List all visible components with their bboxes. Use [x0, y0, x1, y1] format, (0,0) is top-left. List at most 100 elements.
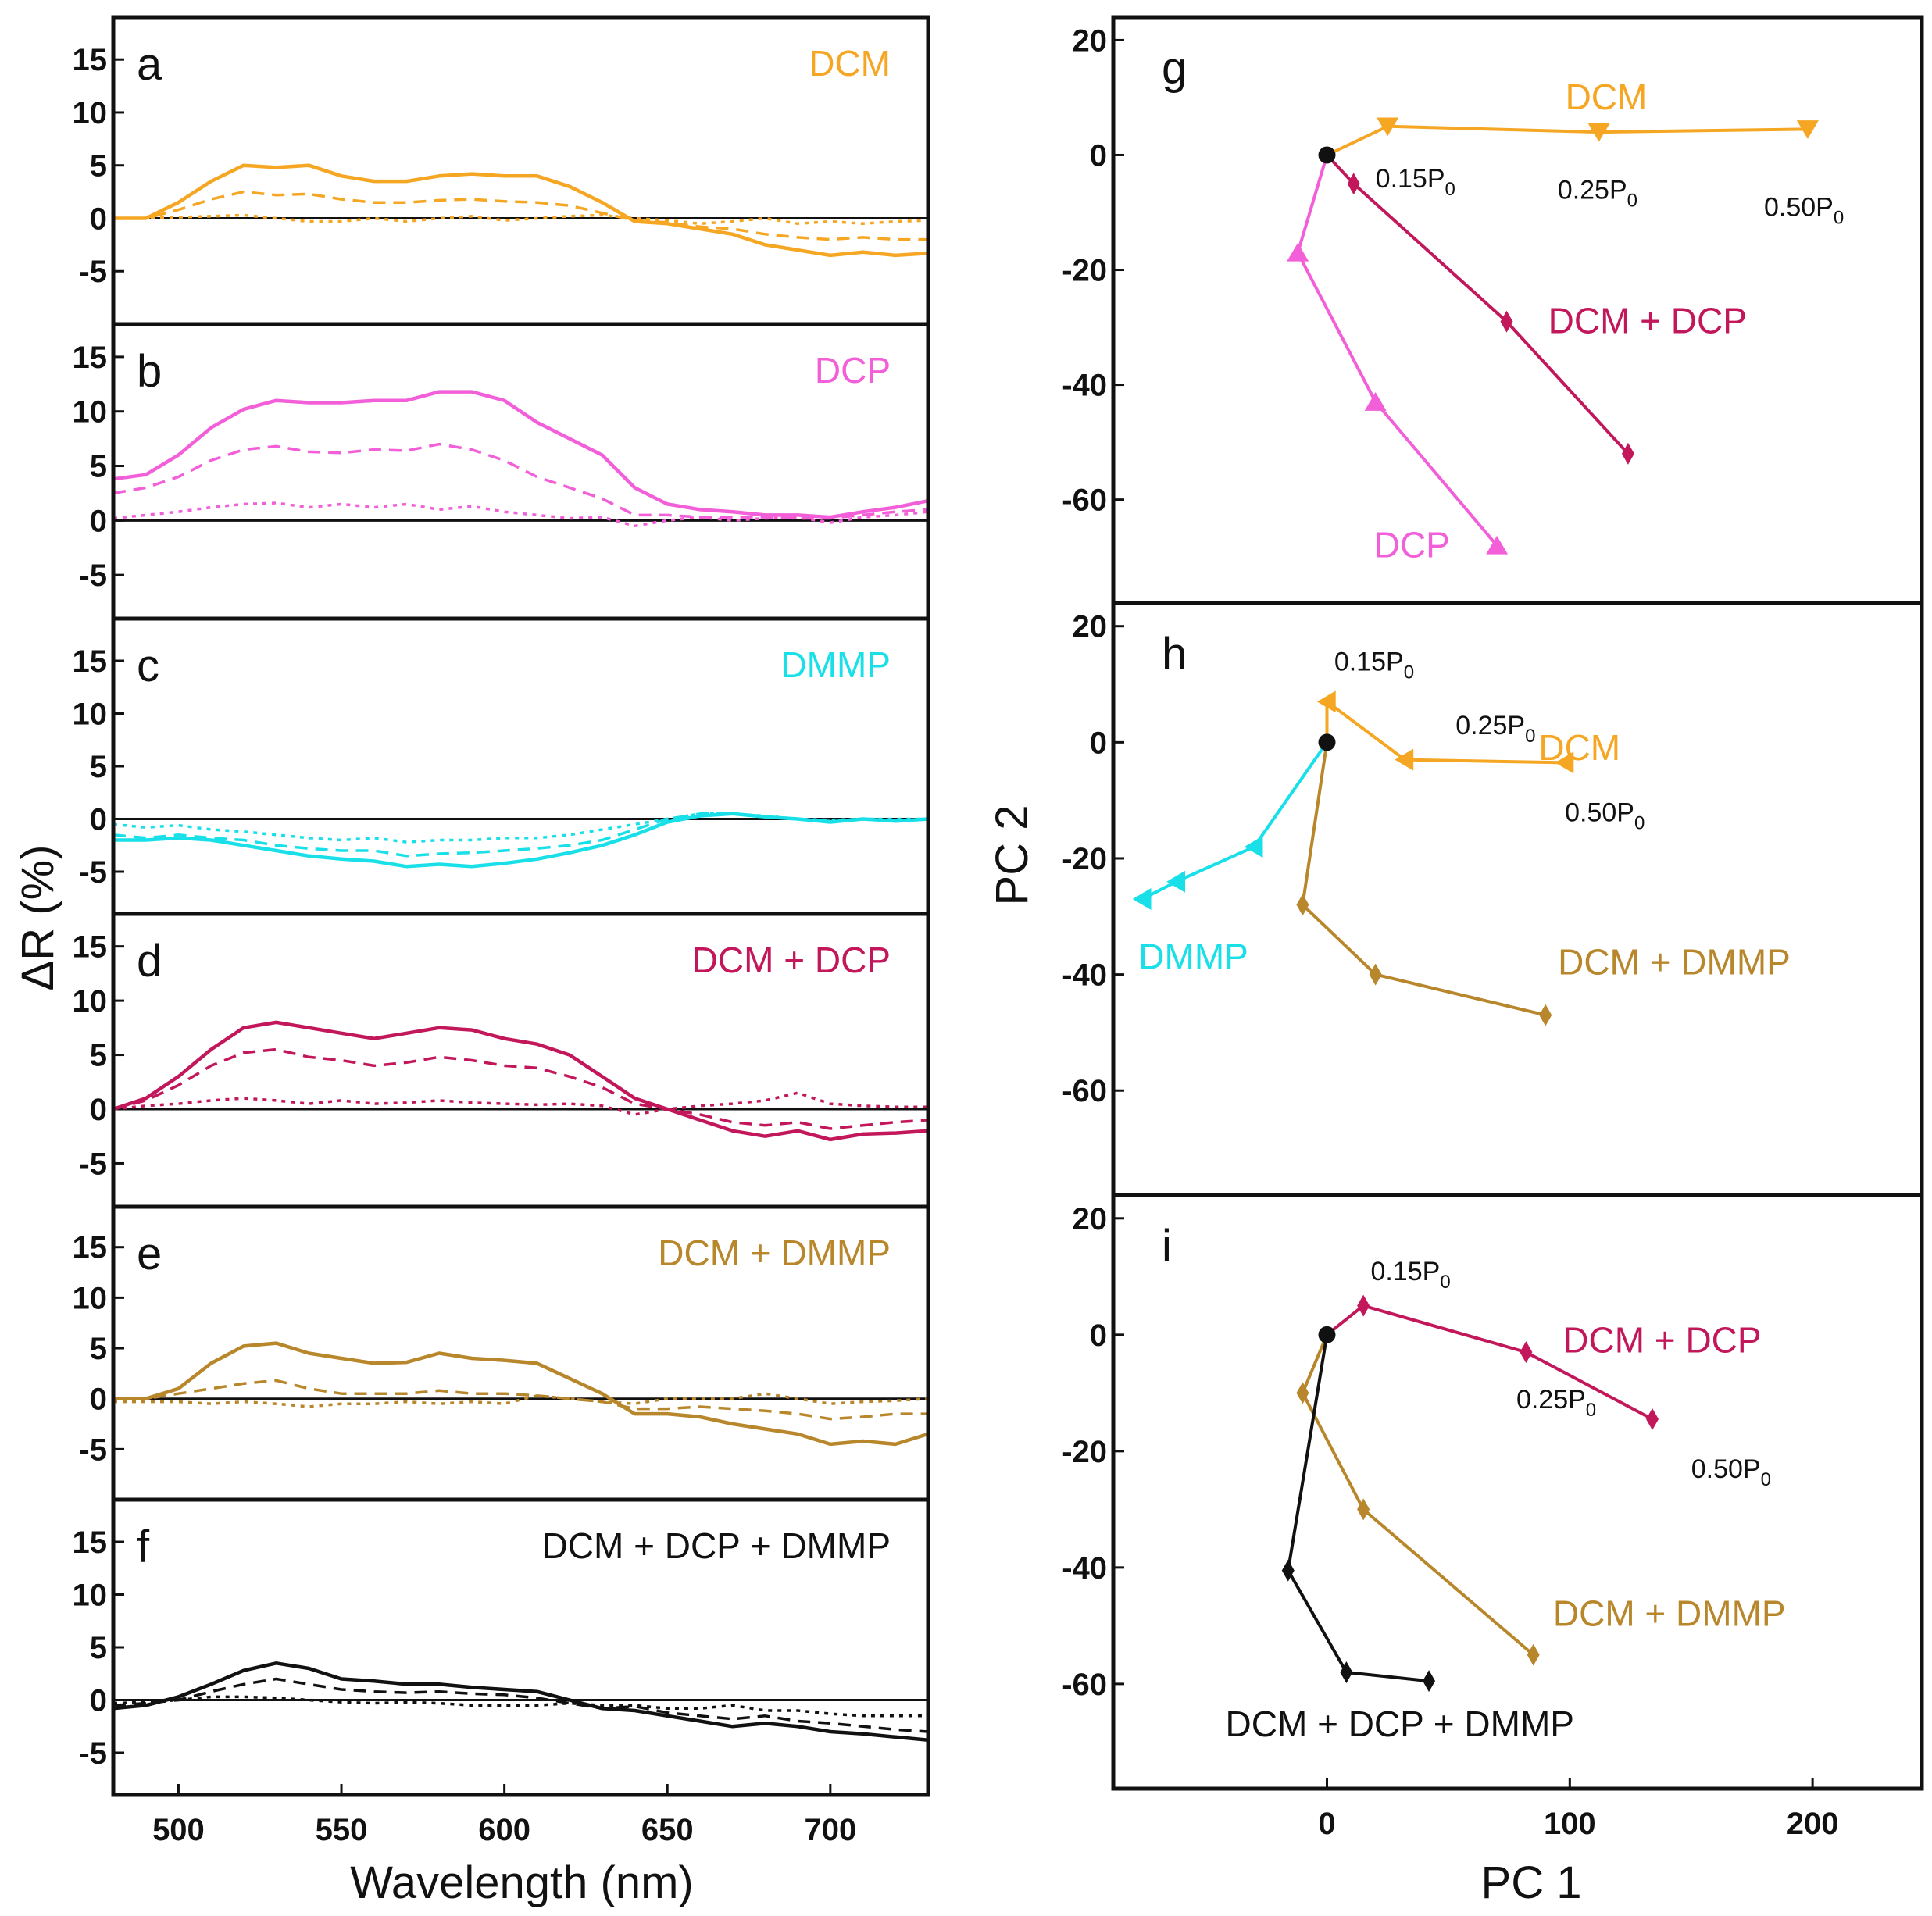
series-line-solid — [112, 1020, 929, 1142]
concentration-label: 0.15P0 — [1370, 1257, 1450, 1293]
marker-point — [1281, 1559, 1295, 1582]
x-tick-label: 550 — [316, 1813, 368, 1847]
series-line-dashed — [113, 1379, 928, 1421]
concentration-label: 0.25P0 — [1455, 711, 1535, 747]
marker-point — [1347, 173, 1360, 195]
marker-point — [1486, 535, 1509, 555]
y-tick-label: 20 — [1073, 610, 1108, 644]
y-tick-label: 5 — [90, 149, 107, 184]
marker-point — [1539, 1004, 1552, 1026]
trajectory-line — [1326, 154, 1630, 455]
right-x-axis-label: PC 1 — [1481, 1857, 1582, 1908]
trajectory-line — [1301, 742, 1546, 1017]
y-tick-label: 15 — [73, 43, 108, 77]
concentration-label: 0.50P0 — [1565, 798, 1645, 834]
y-tick-label: 10 — [73, 698, 108, 732]
concentration-label: 0.15P0 — [1376, 164, 1455, 200]
subscript: 0 — [1586, 1400, 1596, 1421]
marker-point — [1132, 888, 1152, 910]
series-label: DCM + DCP — [1562, 1319, 1761, 1360]
trajectory-line — [1141, 741, 1329, 901]
origin-point — [1318, 733, 1336, 751]
series-line-solid — [113, 163, 929, 258]
panel-letter: f — [137, 1522, 150, 1572]
trajectory-line — [1296, 154, 1498, 547]
series-line-solid — [113, 1341, 929, 1447]
panel-letter: d — [137, 936, 162, 987]
series-label: DCM — [1566, 77, 1648, 117]
y-tick-label: 0 — [90, 803, 107, 837]
panel-e: 15 10 5 0 -5 DCM + DMMP e — [73, 1204, 930, 1502]
panel-letter: e — [137, 1229, 162, 1279]
subscript: 0 — [1404, 662, 1414, 683]
concentration-label: 0.50P0 — [1691, 1454, 1771, 1490]
panel-letter: b — [137, 346, 162, 397]
marker-point — [1527, 1643, 1540, 1666]
concentration-label: 0.50P0 — [1764, 193, 1844, 229]
panel-title: DCM + DCP — [692, 940, 891, 980]
x-tick-label: 100 — [1544, 1807, 1596, 1841]
marker-point — [1621, 442, 1634, 465]
series-label: DCM + DCP + DMMP — [1226, 1704, 1574, 1744]
right-y-axis-label: PC 2 — [987, 805, 1037, 906]
y-tick-label: 15 — [73, 644, 108, 679]
series-line-dashed — [112, 442, 929, 520]
marker-point — [1377, 117, 1399, 137]
y-tick-label: 0 — [90, 504, 107, 538]
y-tick-label: -5 — [79, 855, 107, 890]
series-line-dashed — [112, 812, 929, 858]
y-tick-label: 15 — [73, 930, 108, 965]
y-tick-label: -5 — [79, 558, 107, 593]
marker-point — [1296, 1382, 1309, 1404]
marker-point — [1244, 836, 1263, 858]
left-x-axis-label: Wavelength (nm) — [350, 1857, 693, 1908]
origin-point — [1318, 1326, 1336, 1343]
subscript: 0 — [1440, 1272, 1450, 1293]
series-line-solid — [113, 812, 929, 869]
y-tick-label: 0 — [1090, 138, 1107, 173]
panel-letter: g — [1162, 43, 1187, 94]
y-tick-label: 5 — [90, 1332, 107, 1366]
x-tick-label: 650 — [641, 1813, 694, 1847]
y-tick-label: 0 — [90, 202, 107, 236]
origin-point — [1318, 146, 1336, 164]
trajectory-line — [1286, 1334, 1430, 1683]
panel-h: 20 0 -20 -40 -60 DCM DMMP DCM + DMMP 0.15P0 0.25P… — [1062, 601, 1924, 1197]
marker-point — [1357, 1294, 1370, 1317]
marker-point — [1357, 1498, 1370, 1521]
marker-point — [1166, 870, 1186, 893]
y-tick-label: 0 — [90, 1684, 107, 1718]
left-y-axis-label: ΔR (%) — [12, 845, 63, 991]
marker-point — [1520, 1341, 1533, 1364]
series-line-solid — [112, 390, 929, 519]
marker-point — [1296, 894, 1309, 916]
subscript: 0 — [1834, 208, 1844, 229]
y-tick-label: 10 — [73, 984, 108, 1019]
y-tick-label: 5 — [90, 450, 107, 484]
series-label: DCM + DMMP — [1558, 942, 1791, 983]
x-tick-label: 700 — [804, 1813, 856, 1847]
y-tick-label: 10 — [73, 96, 108, 130]
panel-frame — [1111, 15, 1924, 605]
panel-title: DCM — [809, 43, 891, 84]
marker-point — [1316, 690, 1336, 713]
subscript: 0 — [1627, 191, 1637, 212]
marker-point — [1500, 310, 1513, 333]
panel-c: 15 10 5 0 -5 DMMP c — [73, 616, 930, 916]
marker-point — [1395, 748, 1414, 771]
x-tick-label: 200 — [1787, 1807, 1839, 1841]
panel-title: DMMP — [780, 644, 891, 685]
subscript: 0 — [1761, 1469, 1771, 1490]
series-line-dotted — [112, 1091, 928, 1116]
y-tick-label: 15 — [73, 1231, 108, 1265]
y-tick-label: -60 — [1062, 1074, 1107, 1108]
panel-letter: h — [1162, 629, 1187, 680]
panel-b: 15 10 5 0 -5 DCP b — [73, 322, 930, 621]
panel-frame — [1111, 601, 1924, 1197]
y-tick-label: 5 — [90, 1039, 107, 1073]
panel-letter: a — [137, 39, 162, 90]
y-tick-label: 0 — [1090, 726, 1107, 760]
y-tick-label: -40 — [1062, 369, 1107, 403]
